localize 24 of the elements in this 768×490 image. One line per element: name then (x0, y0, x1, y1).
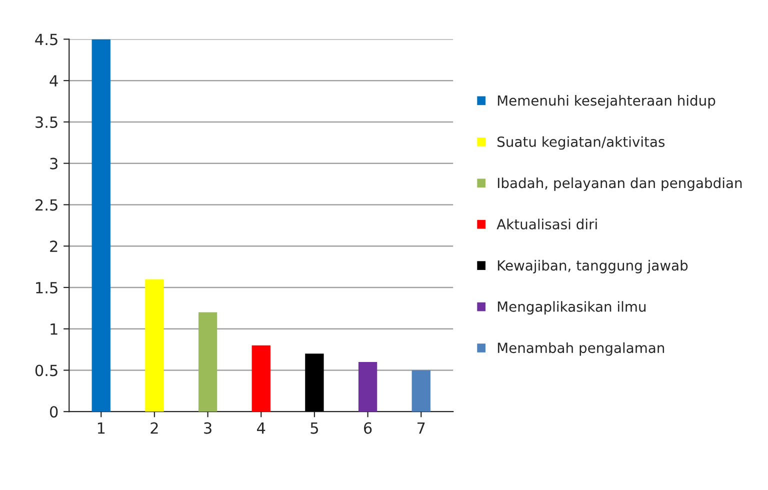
x-tick-label: 3 (204, 422, 212, 434)
y-tick-label: 2 (50, 240, 58, 252)
x-tick-label: 6 (364, 422, 372, 434)
x-tick-label: 5 (310, 422, 318, 434)
legend-label: Aktualisasi diri (496, 218, 597, 230)
y-tick-label: 3.5 (36, 116, 58, 128)
legend-label: Kewajiban, tanggung jawab (498, 260, 688, 274)
legend-label: Menambah pengalaman (498, 342, 664, 356)
y-tick-label: 2.5 (36, 199, 58, 211)
legend-label: Suatu kegiatan/aktivitas (498, 136, 665, 150)
legend-label: Mengaplikasikan ilmu (498, 301, 646, 315)
y-tick-label: 3 (50, 158, 58, 170)
legend-label: Ibadah, pelayanan dan pengabdian (498, 177, 742, 191)
y-tick-label: 1.5 (36, 282, 58, 294)
x-tick-label: 7 (418, 422, 425, 434)
x-tick-label: 2 (150, 422, 158, 434)
y-tick-label: 4.5 (35, 34, 58, 46)
y-tick-label: 0.5 (35, 364, 58, 376)
y-tick-label: 4 (50, 75, 58, 86)
legend-label: Memenuhi kesejahteraan hidup (498, 95, 716, 108)
y-tick-label: 0 (50, 406, 58, 418)
y-tick-label: 1 (50, 324, 58, 335)
x-tick-label: 4 (257, 422, 266, 434)
x-tick-label: 1 (98, 422, 105, 434)
